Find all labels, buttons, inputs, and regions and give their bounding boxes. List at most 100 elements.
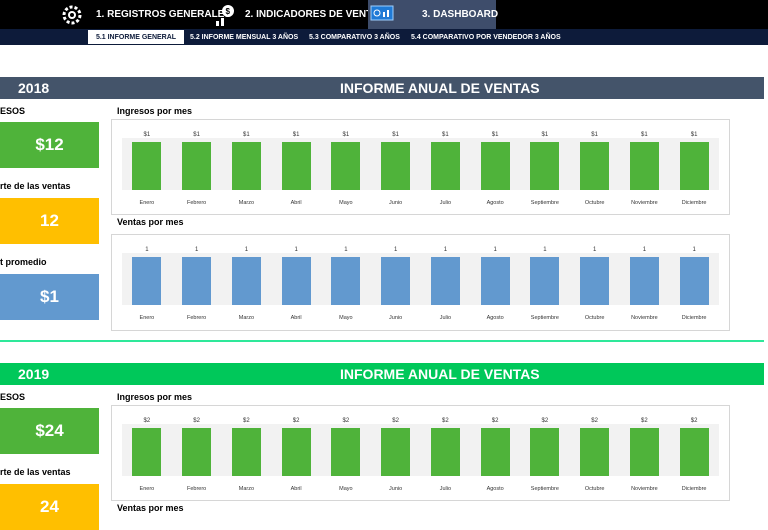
- tab-informe-mensual[interactable]: 5.2 INFORME MENSUAL 3 AÑOS: [190, 33, 299, 41]
- bar-data-label: $1: [491, 132, 499, 139]
- category-label: Mayo: [339, 200, 353, 206]
- bar-data-label: $1: [591, 132, 598, 139]
- kpi-label-ventas: rte de las ventas: [0, 467, 71, 477]
- tab-comparativo-vendedor[interactable]: 5.4 COMPARATIVO POR VENDEDOR 3 AÑOS: [411, 33, 561, 41]
- bar-data-label: $1: [193, 132, 200, 139]
- chart-ventas-2018: 1 Enero 1 Febrero 1 Marzo 1 Abril 1 Mayo 1 Junio 1 Ju…: [111, 234, 730, 331]
- chart-bar: [132, 428, 162, 476]
- chart-bar: [331, 142, 361, 190]
- chart-title-ventas: Ventas por mes: [117, 217, 184, 227]
- kpi-label-promedio: t promedio: [0, 257, 47, 267]
- category-label: Septiembre: [530, 486, 559, 492]
- dashboard-icon: [370, 1, 394, 29]
- bar-data-label: $1: [143, 132, 151, 139]
- menu-registros-generales[interactable]: 1. REGISTROS GENERALES: [58, 0, 231, 29]
- kpi-ventas: 24: [0, 484, 99, 530]
- bar-data-label: 1: [344, 247, 348, 254]
- chart-bar: [580, 142, 610, 190]
- chart-bar: [679, 142, 709, 190]
- category-label: Diciembre: [681, 486, 707, 492]
- chart-bar: [530, 257, 560, 305]
- category-label: Marzo: [238, 200, 255, 206]
- chart-bar: [430, 428, 460, 476]
- menu-indicadores-ventas[interactable]: $ 2. INDICADORES DE VENTAS: [212, 0, 385, 29]
- kpi-ventas: 12: [0, 198, 99, 244]
- category-label: Enero: [139, 200, 155, 206]
- category-label: Junio: [389, 315, 403, 321]
- bar-data-label: $1: [690, 132, 698, 139]
- chart-ingresos-2019: $2 Enero $2 Febrero $2 Marzo $2 Abril $2 Mayo $2 Ju…: [111, 405, 730, 501]
- kpi-ingresos: $12: [0, 122, 99, 168]
- bar-data-label: $2: [342, 418, 350, 425]
- category-label: Mayo: [339, 315, 353, 321]
- chart-bar: [430, 142, 460, 190]
- category-label: Febrero: [186, 486, 207, 492]
- sub-tab-bar: 5.1 INFORME GENERAL 5.2 INFORME MENSUAL …: [0, 29, 768, 45]
- kpi-promedio: $1: [0, 274, 99, 320]
- bar-data-label: 1: [194, 247, 199, 254]
- category-label: Enero: [139, 486, 155, 492]
- bar-data-label: 1: [493, 247, 497, 254]
- chart-bar: [430, 257, 460, 305]
- category-label: Diciembre: [681, 200, 707, 206]
- chart-title-ventas: Ventas por mes: [117, 503, 184, 513]
- chart-ingresos-2018: $1 Enero $1 Febrero $1 Marzo $1 Abril $1 Mayo $1 Ju…: [111, 119, 730, 215]
- category-label: Mayo: [339, 486, 353, 492]
- gear-icon: [58, 1, 86, 29]
- chart-bar: [530, 142, 560, 190]
- bar-data-label: $1: [342, 132, 350, 139]
- chart-bar: [629, 428, 659, 476]
- chart-bar: [182, 142, 212, 190]
- chart-bar: [331, 257, 361, 305]
- chart-bar: [629, 142, 659, 190]
- chart-bar: [480, 257, 510, 305]
- kpi-label-ingresos: ESOS: [0, 106, 26, 116]
- bar-data-label: 1: [543, 247, 547, 254]
- chart-bar: [281, 142, 311, 190]
- bar-data-label: $1: [292, 132, 300, 139]
- bar-data-label: $2: [143, 418, 151, 425]
- category-label: Octubre: [584, 200, 605, 206]
- category-label: Junio: [389, 200, 403, 206]
- category-label: Marzo: [238, 486, 255, 492]
- svg-text:$: $: [226, 7, 231, 16]
- category-label: Noviembre: [631, 200, 658, 206]
- chart-bar: [679, 428, 709, 476]
- bar-data-label: $2: [591, 418, 598, 425]
- bar-data-label: $2: [243, 418, 250, 425]
- money-chart-icon: $: [212, 1, 240, 29]
- chart-bar: [381, 428, 411, 476]
- section-header-2019: 2019 INFORME ANUAL DE VENTAS: [0, 363, 764, 385]
- category-label: Enero: [139, 315, 155, 321]
- chart-bar: [231, 428, 261, 476]
- chart-bar: [679, 257, 709, 305]
- category-label: Julio: [439, 200, 452, 206]
- category-label: Noviembre: [631, 315, 658, 321]
- chart-bar: [132, 142, 162, 190]
- category-label: Agosto: [486, 486, 504, 492]
- section-year: 2019: [18, 366, 50, 382]
- category-label: Noviembre: [631, 486, 658, 492]
- tab-comparativo[interactable]: 5.3 COMPARATIVO 3 AÑOS: [309, 33, 400, 41]
- category-label: Marzo: [238, 315, 255, 321]
- section-title: INFORME ANUAL DE VENTAS: [340, 366, 540, 382]
- kpi-label-ingresos: ESOS: [0, 392, 26, 402]
- menu-label: 3. DASHBOARD: [422, 9, 499, 20]
- category-label: Julio: [439, 315, 452, 321]
- category-label: Octubre: [584, 315, 605, 321]
- category-label: Agosto: [486, 200, 504, 206]
- section-title: INFORME ANUAL DE VENTAS: [340, 80, 540, 96]
- category-label: Septiembre: [530, 315, 559, 321]
- category-label: Septiembre: [530, 200, 559, 206]
- category-label: Agosto: [486, 315, 504, 321]
- bar-data-label: 1: [642, 247, 647, 254]
- tab-informe-general[interactable]: 5.1 INFORME GENERAL: [88, 30, 184, 44]
- bar-data-label: $2: [193, 418, 200, 425]
- kpi-label-ventas: rte de las ventas: [0, 181, 71, 191]
- category-label: Febrero: [186, 200, 207, 206]
- bar-data-label: $1: [541, 132, 549, 139]
- bar-data-label: 1: [294, 247, 298, 254]
- kpi-ingresos: $24: [0, 408, 99, 454]
- menu-dashboard[interactable]: 3. DASHBOARD: [368, 0, 499, 29]
- category-label: Abril: [290, 200, 302, 206]
